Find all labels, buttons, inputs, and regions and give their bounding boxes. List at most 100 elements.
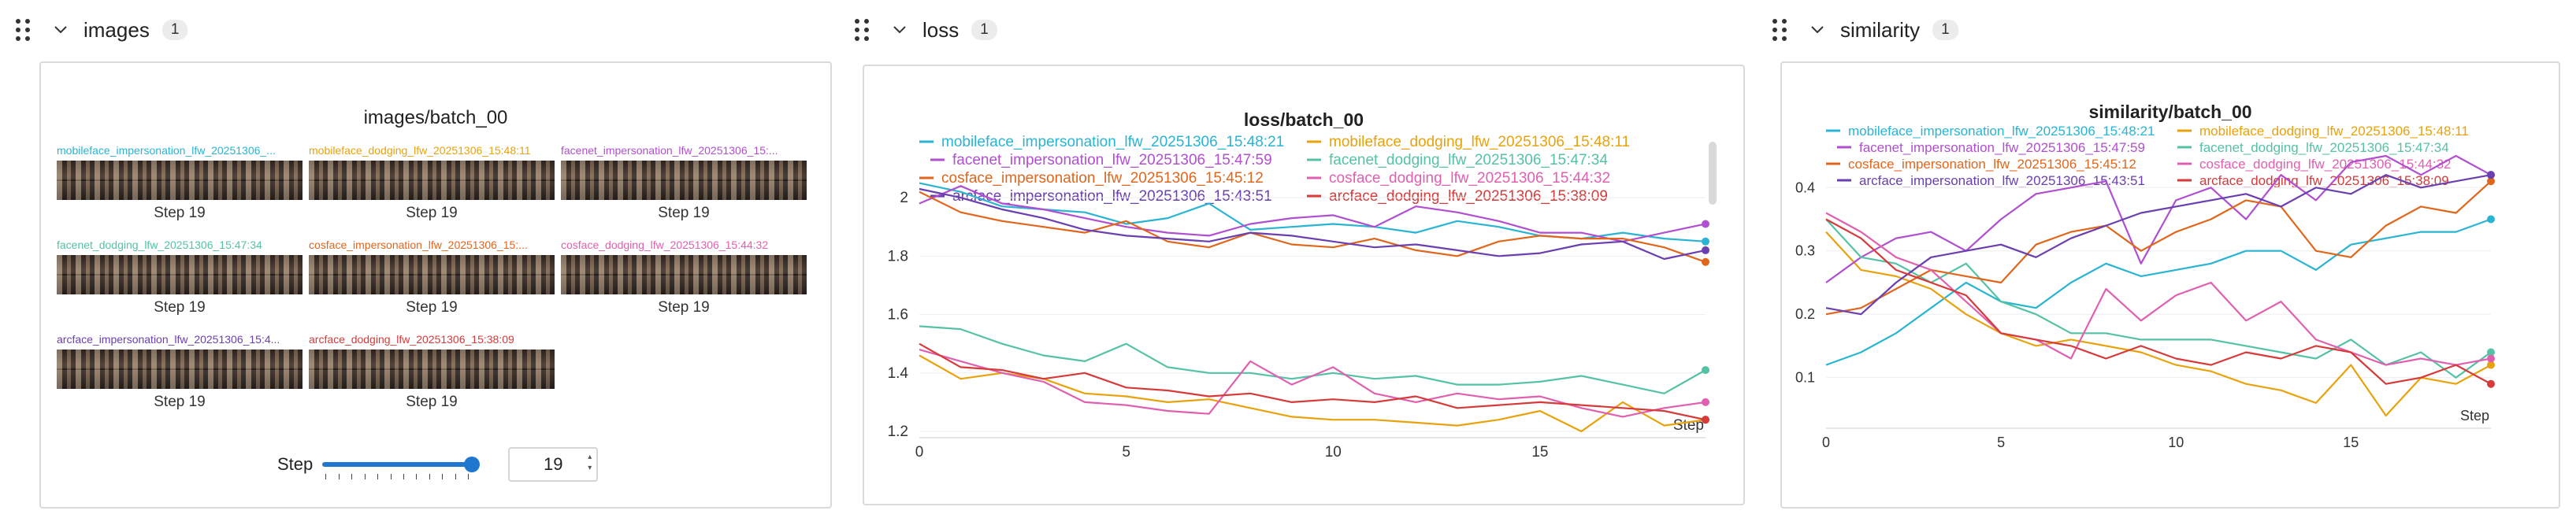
image-strip[interactable] bbox=[561, 255, 807, 294]
series-end-point[interactable] bbox=[1702, 237, 1709, 246]
series-line[interactable] bbox=[1825, 231, 2492, 417]
chevron-down-icon[interactable] bbox=[1809, 21, 1826, 39]
section-header-similarity: similarity 1 bbox=[1757, 13, 1958, 47]
section-count-badge: 1 bbox=[971, 20, 997, 40]
legend-entry[interactable]: facenet_dodging_lfw_20251306_15:47:34 bbox=[1329, 152, 1608, 168]
chevron-down-icon[interactable] bbox=[52, 21, 69, 39]
series-line[interactable] bbox=[919, 185, 1706, 242]
series-end-point[interactable] bbox=[2487, 215, 2495, 224]
image-strip[interactable] bbox=[57, 161, 303, 200]
series-end-point[interactable] bbox=[1702, 366, 1709, 375]
loss-panel[interactable]: loss/batch_00 mobileface_impersonation_lf… bbox=[863, 65, 1745, 505]
legend-entry[interactable]: arcface_impersonation_lfw_20251306_15:43… bbox=[1859, 173, 2145, 188]
legend-entry[interactable]: mobileface_dodging_lfw_20251306_15:48:11 bbox=[1329, 134, 1630, 150]
series-line[interactable] bbox=[1825, 212, 2492, 366]
image-strip[interactable] bbox=[57, 350, 303, 389]
drag-handle-icon[interactable] bbox=[1772, 19, 1788, 41]
series-line[interactable] bbox=[1825, 218, 2492, 385]
image-cell[interactable]: arcface_impersonation_lfw_20251306_15:4.… bbox=[57, 332, 303, 411]
image-cell[interactable]: mobileface_dodging_lfw_20251306_15:48:11… bbox=[309, 143, 555, 222]
drag-handle-icon[interactable] bbox=[16, 19, 32, 41]
legend-entry[interactable]: cosface_dodging_lfw_20251306_15:44:32 bbox=[2199, 157, 2452, 172]
legend-entry[interactable]: cosface_dodging_lfw_20251306_15:44:32 bbox=[1329, 170, 1610, 187]
section-header-loss: loss 1 bbox=[839, 13, 997, 47]
series-end-point[interactable] bbox=[1702, 257, 1709, 266]
legend-entry[interactable]: arcface_dodging_lfw_20251306_15:38:09 bbox=[2199, 173, 2449, 188]
image-step-label: Step 19 bbox=[406, 205, 458, 221]
series-end-point[interactable] bbox=[2487, 379, 2495, 388]
image-strip[interactable] bbox=[309, 161, 555, 200]
image-run-label: mobileface_dodging_lfw_20251306_15:48:11 bbox=[309, 144, 531, 157]
step-number-input[interactable]: 19 ▴ ▾ bbox=[508, 447, 599, 482]
series-line[interactable] bbox=[1825, 218, 2492, 366]
series-line[interactable] bbox=[919, 191, 1706, 263]
loss-chart[interactable]: loss/batch_00 mobileface_impersonation_lf… bbox=[864, 66, 1743, 504]
image-cell[interactable]: mobileface_impersonation_lfw_20251306_..… bbox=[57, 143, 303, 222]
drag-handle-icon[interactable] bbox=[855, 19, 870, 41]
image-strip[interactable] bbox=[309, 255, 555, 294]
image-strip[interactable] bbox=[309, 350, 555, 389]
image-strip[interactable] bbox=[57, 255, 303, 294]
similarity-chart[interactable]: similarity/batch_00 mobileface_impersonat… bbox=[1782, 63, 2559, 507]
y-tick-label: 1.6 bbox=[888, 307, 908, 324]
series-end-point[interactable] bbox=[2487, 177, 2495, 186]
legend-scrollbar[interactable] bbox=[1709, 142, 1717, 205]
images-panel[interactable]: images/batch_00 mobileface_impersonation… bbox=[39, 61, 832, 509]
series-end-point[interactable] bbox=[1702, 246, 1709, 254]
legend-entry[interactable]: cosface_impersonation_lfw_20251306_15:45… bbox=[1848, 157, 2136, 172]
image-cell[interactable]: facenet_impersonation_lfw_20251306_15:..… bbox=[561, 143, 807, 222]
x-tick-label: 0 bbox=[915, 444, 924, 461]
x-tick-label: 15 bbox=[1531, 444, 1548, 461]
legend-entry[interactable]: facenet_impersonation_lfw_20251306_15:47… bbox=[1859, 140, 2145, 155]
series-end-point[interactable] bbox=[1702, 416, 1709, 424]
series-line[interactable] bbox=[919, 349, 1706, 418]
series-line[interactable] bbox=[1825, 174, 2492, 316]
spinner-arrows-icon[interactable]: ▴ ▾ bbox=[588, 453, 592, 472]
series-line[interactable] bbox=[919, 187, 1706, 261]
legend-entry[interactable]: mobileface_dodging_lfw_20251306_15:48:11 bbox=[2199, 124, 2469, 139]
image-strip[interactable] bbox=[561, 161, 807, 200]
series-line[interactable] bbox=[919, 325, 1706, 394]
slider-knob[interactable] bbox=[464, 457, 481, 472]
section-count-badge: 1 bbox=[1932, 20, 1958, 40]
legend-entry[interactable]: mobileface_impersonation_lfw_20251306_15… bbox=[1848, 124, 2155, 139]
image-cell[interactable]: facenet_dodging_lfw_20251306_15:47:34 St… bbox=[57, 238, 303, 316]
legend-entry[interactable]: facenet_impersonation_lfw_20251306_15:47… bbox=[952, 152, 1272, 168]
image-cell[interactable]: cosface_dodging_lfw_20251306_15:44:32 St… bbox=[561, 238, 807, 316]
x-tick-label: 10 bbox=[1325, 444, 1342, 461]
image-cell[interactable]: cosface_impersonation_lfw_20251306_15:..… bbox=[309, 238, 555, 316]
x-axis-label: Step bbox=[1673, 417, 1704, 434]
series-end-point[interactable] bbox=[1702, 220, 1709, 228]
series-end-point[interactable] bbox=[2487, 354, 2495, 363]
legend-entry[interactable]: arcface_dodging_lfw_20251306_15:38:09 bbox=[1329, 188, 1608, 205]
legend-entry[interactable]: facenet_dodging_lfw_20251306_15:47:34 bbox=[2199, 140, 2449, 155]
series-line[interactable] bbox=[919, 342, 1706, 421]
legend-entry[interactable]: arcface_impersonation_lfw_20251306_15:43… bbox=[952, 188, 1272, 205]
image-cell[interactable]: arcface_dodging_lfw_20251306_15:38:09 St… bbox=[309, 332, 555, 411]
similarity-panel[interactable]: similarity/batch_00 mobileface_impersonat… bbox=[1780, 61, 2560, 509]
series-end-point[interactable] bbox=[1702, 398, 1709, 406]
series-line[interactable] bbox=[1825, 154, 2492, 283]
y-tick-label: 1.8 bbox=[888, 248, 908, 264]
image-step-label: Step 19 bbox=[154, 299, 206, 316]
panel-title: images/batch_00 bbox=[363, 107, 508, 128]
chart-title: similarity/batch_00 bbox=[2088, 102, 2251, 122]
x-tick-label: 10 bbox=[2168, 435, 2184, 450]
legend-entry[interactable]: cosface_impersonation_lfw_20251306_15:45… bbox=[941, 170, 1264, 187]
series-line[interactable] bbox=[1825, 180, 2492, 316]
series-end-point[interactable] bbox=[2487, 171, 2495, 179]
slider-track[interactable] bbox=[322, 462, 473, 467]
chevron-down-icon[interactable] bbox=[891, 21, 908, 39]
series-line[interactable] bbox=[1825, 218, 2492, 379]
section-count-badge: 1 bbox=[161, 20, 188, 40]
legend-entry[interactable]: mobileface_impersonation_lfw_20251306_15… bbox=[941, 134, 1284, 150]
step-control: Step 19 ▴ ▾ bbox=[277, 447, 599, 482]
series-end-point[interactable] bbox=[2487, 361, 2495, 369]
series-end-point[interactable] bbox=[2487, 348, 2495, 357]
series-line[interactable] bbox=[919, 354, 1706, 433]
x-axis-label: Step bbox=[2460, 408, 2489, 424]
section-title: images bbox=[84, 17, 150, 42]
section-loss: loss 1 loss/batch_00 mobileface_impersona… bbox=[839, 0, 1757, 529]
step-slider[interactable] bbox=[322, 455, 481, 479]
image-run-label: facenet_impersonation_lfw_20251306_15:..… bbox=[561, 144, 778, 157]
